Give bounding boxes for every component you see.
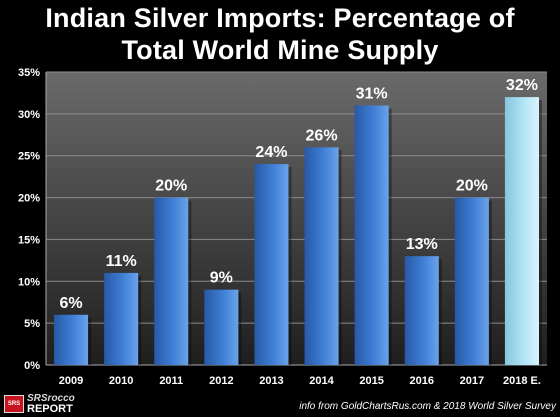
- bar: [404, 256, 439, 365]
- chart-title: Indian Silver Imports: Percentage of Tot…: [0, 2, 560, 66]
- x-tick-label: 2016: [410, 375, 434, 387]
- y-tick-label: 25%: [18, 151, 40, 163]
- chart-title-line-1: Indian Silver Imports: Percentage of: [45, 3, 515, 33]
- x-tick-label: 2018 E.: [503, 375, 541, 387]
- y-tick-label: 0%: [24, 360, 40, 372]
- data-label: 20%: [456, 178, 488, 195]
- y-tick-label: 30%: [18, 109, 40, 121]
- bar: [454, 197, 489, 365]
- y-tick-label: 20%: [18, 193, 40, 205]
- x-tick-label: 2013: [259, 375, 283, 387]
- data-label: 11%: [106, 253, 137, 270]
- data-label: 31%: [356, 85, 388, 102]
- bar-estimate: [504, 97, 539, 365]
- bar: [354, 105, 389, 365]
- data-label: 20%: [155, 178, 187, 195]
- x-tick-label: 2011: [159, 375, 183, 387]
- x-tick-label: 2015: [359, 375, 383, 387]
- srsrocco-brand: SRS SRSrocco REPORT: [4, 392, 124, 416]
- y-tick-label: 15%: [18, 234, 40, 246]
- x-tick-label: 2014: [309, 375, 334, 387]
- y-tick-label: 35%: [18, 67, 40, 79]
- data-label: 13%: [406, 236, 438, 253]
- bar: [204, 289, 239, 365]
- data-label: 6%: [59, 295, 82, 312]
- data-label: 9%: [210, 270, 233, 287]
- data-label: 32%: [506, 77, 538, 94]
- data-label: 24%: [255, 144, 287, 161]
- brand-line-2: REPORT: [27, 403, 73, 415]
- source-note: info from GoldChartsRus.com & 2018 World…: [299, 401, 556, 412]
- bar: [54, 314, 89, 365]
- bar: [304, 147, 339, 365]
- bar: [154, 197, 189, 365]
- x-tick-label: 2009: [59, 375, 83, 387]
- brand-line-1: SRSrocco: [27, 393, 75, 404]
- srsrocco-logo-icon: SRS: [4, 395, 24, 413]
- bar: [254, 164, 289, 365]
- y-tick-label: 5%: [24, 318, 40, 330]
- data-label: 26%: [306, 127, 338, 144]
- x-tick-label: 2012: [209, 375, 233, 387]
- x-tick-label: 2017: [460, 375, 484, 387]
- x-tick-label: 2010: [109, 375, 133, 387]
- bar: [104, 272, 139, 365]
- y-tick-label: 10%: [18, 276, 40, 288]
- chart-title-line-2: Total World Mine Supply: [121, 35, 439, 65]
